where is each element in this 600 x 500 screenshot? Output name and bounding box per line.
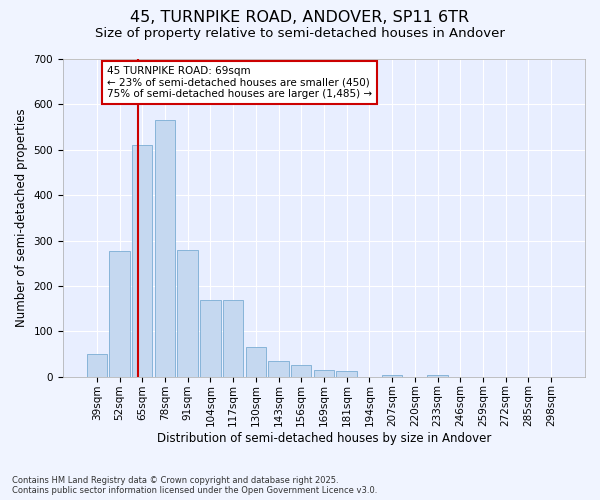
Bar	[291, 366, 311, 376]
Text: 45 TURNPIKE ROAD: 69sqm
← 23% of semi-detached houses are smaller (450)
75% of s: 45 TURNPIKE ROAD: 69sqm ← 23% of semi-de…	[107, 66, 372, 99]
Bar	[200, 300, 221, 376]
Bar	[132, 145, 152, 376]
Bar	[245, 347, 266, 376]
Text: Contains HM Land Registry data © Crown copyright and database right 2025.
Contai: Contains HM Land Registry data © Crown c…	[12, 476, 377, 495]
X-axis label: Distribution of semi-detached houses by size in Andover: Distribution of semi-detached houses by …	[157, 432, 491, 445]
Bar	[382, 375, 403, 376]
Y-axis label: Number of semi-detached properties: Number of semi-detached properties	[15, 108, 28, 327]
Bar	[268, 361, 289, 376]
Bar	[314, 370, 334, 376]
Bar	[86, 354, 107, 376]
Text: 45, TURNPIKE ROAD, ANDOVER, SP11 6TR: 45, TURNPIKE ROAD, ANDOVER, SP11 6TR	[130, 10, 470, 25]
Bar	[109, 250, 130, 376]
Bar	[223, 300, 244, 376]
Bar	[178, 250, 198, 376]
Bar	[337, 371, 357, 376]
Bar	[155, 120, 175, 376]
Bar	[427, 375, 448, 376]
Text: Size of property relative to semi-detached houses in Andover: Size of property relative to semi-detach…	[95, 28, 505, 40]
